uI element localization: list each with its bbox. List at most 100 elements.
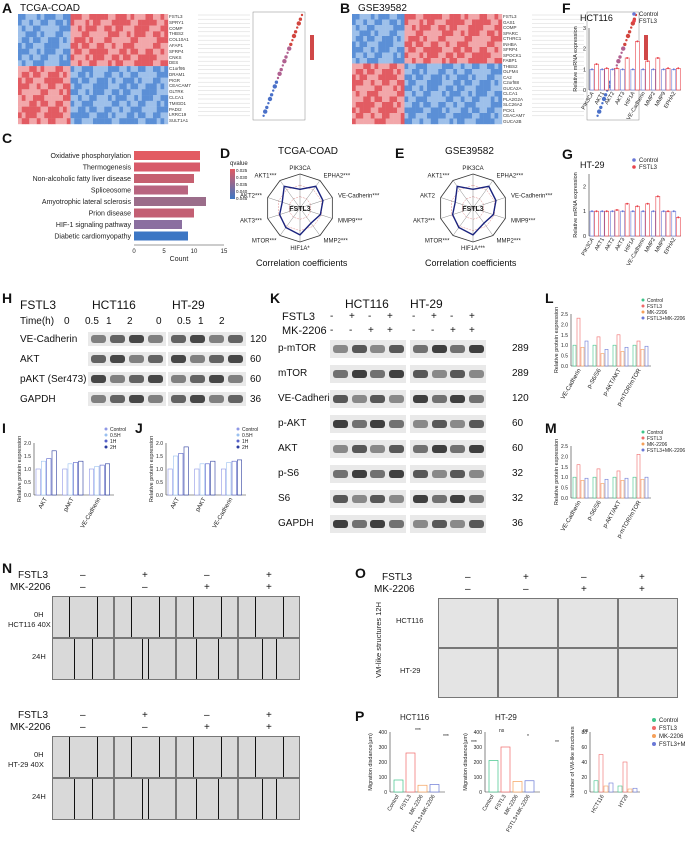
- gene-label: INHBA: [503, 41, 517, 47]
- heat-cell: [355, 14, 360, 20]
- heat-cell: [479, 118, 484, 125]
- heat-cell: [59, 89, 64, 96]
- heat-cell: [359, 30, 364, 37]
- heat-cell: [21, 48, 26, 55]
- heat-cell: [468, 102, 473, 108]
- legend-marker: [652, 718, 656, 722]
- heat-cell: [63, 83, 67, 90]
- heat-cell: [123, 66, 127, 73]
- heat-cell: [453, 30, 458, 37]
- heat-cell: [423, 52, 428, 59]
- heat-cell: [419, 19, 424, 26]
- heat-cell: [464, 41, 469, 48]
- grouped-bar: [632, 476, 637, 499]
- heat-cell: [100, 54, 105, 61]
- heat-cell: [40, 25, 45, 32]
- heat-cell: [427, 47, 431, 53]
- grouped-bar: [221, 468, 226, 496]
- heat-cell: [156, 66, 161, 73]
- heat-cell: [149, 66, 154, 73]
- p-bar: [593, 780, 599, 793]
- heat-cell: [134, 112, 139, 119]
- heat-cell: [44, 77, 49, 84]
- heat-cell: [78, 19, 82, 26]
- wound-edge: [196, 639, 197, 679]
- gene-label: TMIGD1: [169, 100, 187, 106]
- heat-cell: [494, 30, 499, 37]
- grouped-bar: [644, 345, 649, 367]
- p-bar: [488, 760, 499, 793]
- gene-label: COMP: [169, 25, 183, 31]
- grouped-bar: [105, 463, 110, 496]
- heat-cell: [104, 100, 109, 107]
- n-treat1: FSTL3: [18, 570, 49, 581]
- heat-cell: [93, 71, 97, 78]
- heat-cell: [141, 95, 146, 102]
- n-t0: 0H: [34, 610, 44, 619]
- blot-band: [351, 420, 367, 428]
- heat-cell: [457, 19, 461, 26]
- heat-cell: [134, 95, 139, 102]
- heat-cell: [363, 118, 368, 125]
- heat-cell: [460, 69, 465, 75]
- heat-cell: [438, 118, 443, 125]
- heat-cell: [119, 25, 124, 32]
- heat-cell: [108, 54, 112, 61]
- heat-cell: [472, 96, 476, 103]
- heat-cell: [370, 80, 375, 86]
- heat-cell: [370, 107, 375, 114]
- heat-cell: [66, 118, 71, 125]
- heat-cell: [89, 71, 94, 78]
- time-point: 0: [64, 316, 70, 327]
- heat-cell: [382, 69, 386, 75]
- heat-cell: [449, 47, 454, 53]
- heat-cell: [359, 41, 364, 48]
- heat-cell: [427, 74, 431, 81]
- heat-cell: [44, 60, 49, 67]
- heat-cell: [430, 63, 435, 70]
- heat-cell: [382, 91, 386, 97]
- heat-cell: [145, 83, 150, 90]
- bar-point: [626, 56, 629, 59]
- p-subtitle: HCT116: [400, 713, 430, 722]
- heat-cell: [370, 91, 375, 97]
- bar-point: [621, 68, 624, 71]
- heat-cell: [63, 19, 67, 26]
- dotplot-dot: [601, 102, 604, 105]
- heat-cell: [483, 96, 488, 103]
- heat-cell: [389, 69, 394, 75]
- heat-cell: [29, 106, 34, 113]
- heat-cell: [40, 60, 45, 67]
- heat-cell: [33, 25, 37, 32]
- heat-cell: [74, 112, 79, 119]
- heat-cell: [160, 48, 165, 55]
- p-bar: [632, 787, 638, 793]
- heat-cell: [430, 14, 435, 20]
- heat-cell: [374, 91, 379, 97]
- c-bar: [134, 162, 200, 172]
- heat-cell: [479, 63, 484, 70]
- wound-edge: [276, 639, 277, 679]
- heat-cell: [145, 14, 150, 20]
- heat-cell: [51, 25, 56, 32]
- heat-cell: [156, 95, 161, 102]
- heat-cell: [51, 112, 56, 119]
- heat-cell: [494, 63, 499, 70]
- heat-cell: [115, 66, 120, 73]
- heat-cell: [66, 37, 71, 44]
- blot-band: [431, 345, 447, 353]
- heat-cell: [160, 14, 165, 20]
- heat-cell: [427, 118, 431, 125]
- heat-cell: [111, 19, 116, 26]
- blot-band: [209, 395, 224, 403]
- heat-cell: [33, 71, 37, 78]
- heat-cell: [393, 25, 398, 31]
- dotplot-dot: [601, 96, 607, 102]
- x-tick: AKT: [170, 497, 181, 510]
- treat-sign: -: [450, 311, 454, 322]
- blot-strip: [410, 340, 486, 358]
- heat-cell: [63, 106, 67, 113]
- heat-cell: [382, 63, 386, 70]
- wb-k-treat-1: FSTL3: [282, 311, 316, 323]
- heat-cell: [164, 54, 169, 61]
